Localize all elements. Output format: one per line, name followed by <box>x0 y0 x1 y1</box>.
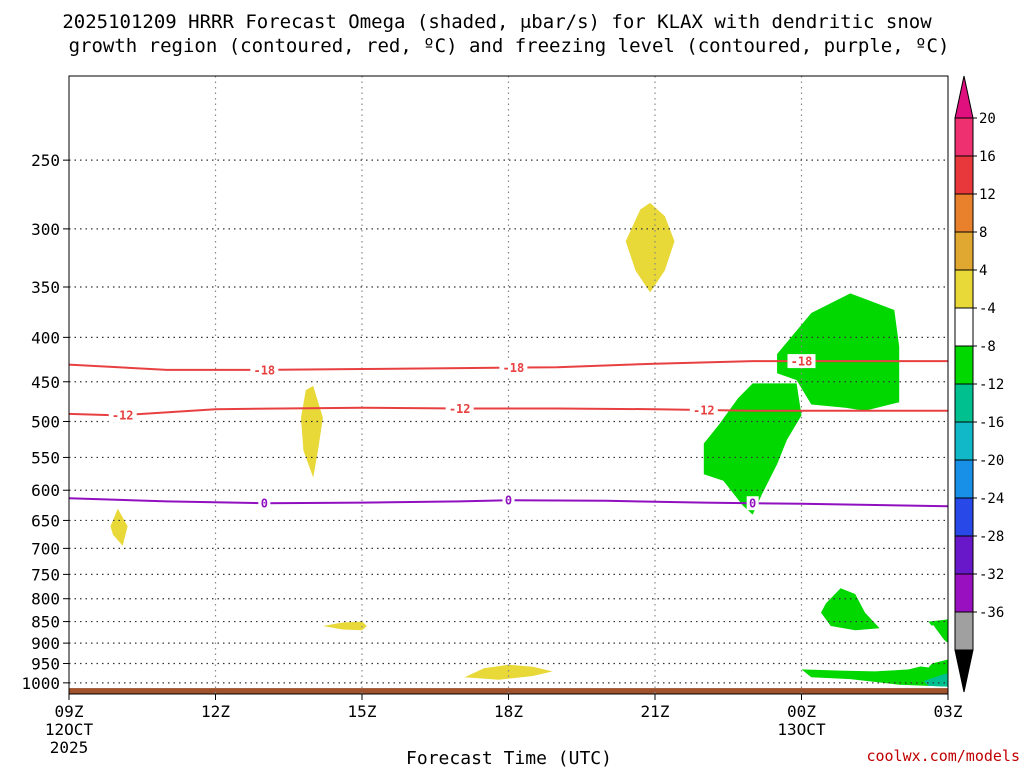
contour-label-dgz-minus-18-0: -18 <box>253 363 275 377</box>
x-tick-label-15Z: 15Z <box>348 702 377 721</box>
contour-label-dgz-minus-18-2: -18 <box>791 355 813 369</box>
contour-label-bg-dgz-minus-12-0 <box>108 408 137 423</box>
contour-label-dgz-minus-12-2: -12 <box>693 404 715 418</box>
omega-region-yellow-upper-21z <box>625 202 675 293</box>
colorbar-swatch-11 <box>954 535 974 575</box>
x-tick-label-00Z: 00Z <box>787 702 816 721</box>
colorbar-top-arrow <box>954 75 974 119</box>
contour-label-bg-dgz-minus-18-0 <box>250 362 279 377</box>
y-tick-label-800: 800 <box>31 590 60 609</box>
y-tick-label-400: 400 <box>31 328 60 347</box>
colorbar-swatch-6 <box>954 345 974 385</box>
colorbar-label-3: 8 <box>979 225 987 241</box>
colorbar-label-12: -32 <box>979 567 1004 583</box>
chart-title-line1: 2025101209 HRRR Forecast Omega (shaded, … <box>62 11 932 33</box>
colorbar-label-11: -28 <box>979 529 1004 545</box>
plot-frame <box>68 75 949 695</box>
y-tick-label-750: 750 <box>31 565 60 584</box>
y-tick-label-250: 250 <box>31 151 60 170</box>
colorbar-swatch-12 <box>954 573 974 613</box>
colorbar-label-4: 4 <box>979 263 987 279</box>
y-tick-label-900: 900 <box>31 634 60 653</box>
colorbar-label-5: -4 <box>979 301 996 317</box>
omega-region-yellow-sfc-18z <box>464 664 553 680</box>
contour-label-dgz-minus-12-0: -12 <box>112 409 134 423</box>
colorbar-swatch-4 <box>954 269 974 309</box>
x-tick-label-21Z: 21Z <box>641 702 670 721</box>
y-tick-label-1000: 1000 <box>21 674 60 693</box>
contour-label-bg-freezing-level-0-0 <box>258 496 271 511</box>
colorbar-label-2: 12 <box>979 187 996 203</box>
y-tick-label-850: 850 <box>31 613 60 632</box>
temperature-contours: -18 -18 -18 -12 -12 -12 0 0 0 <box>68 354 949 511</box>
terrain-fill <box>69 688 948 694</box>
contour-label-dgz-minus-12-1: -12 <box>449 402 471 416</box>
contour-label-bg-dgz-minus-12-1 <box>445 401 474 416</box>
contour-label-bg-dgz-minus-12-2 <box>689 403 718 418</box>
colorbar-swatch-7 <box>954 383 974 423</box>
omega-region-green-sfc-02z <box>801 659 948 687</box>
colorbar-label-0: 20 <box>979 111 996 127</box>
x-tick-label-18Z: 18Z <box>494 702 523 721</box>
colorbar-label-7: -12 <box>979 377 1004 393</box>
omega-shading <box>69 202 948 694</box>
omega-region-yellow-10z <box>110 508 128 546</box>
contour-label-bg-dgz-minus-18-2 <box>787 354 816 369</box>
y-tick-label-650: 650 <box>31 511 60 530</box>
colorbar-swatch-9 <box>954 459 974 499</box>
colorbar-label-6: -8 <box>979 339 996 355</box>
contour-line-dgz-minus-12 <box>68 406 948 417</box>
omega-region-green-upper-00z <box>777 293 900 411</box>
contour-label-bg-freezing-level-0-2 <box>746 496 759 511</box>
omega-region-green-mid-23z <box>703 383 802 515</box>
x-tick-date-00Z: 13OCT <box>777 720 826 739</box>
contour-label-bg-dgz-minus-18-1 <box>499 360 528 375</box>
y-tick-label-300: 300 <box>31 220 60 239</box>
y-tick-label-550: 550 <box>31 448 60 467</box>
x-tick-label-09Z: 09Z <box>55 702 84 721</box>
y-tick-label-600: 600 <box>31 481 60 500</box>
y-tick-label-350: 350 <box>31 278 60 297</box>
contour-label-freezing-level-0-2: 0 <box>749 497 756 511</box>
colorbar-bottom-arrow <box>954 649 974 693</box>
colorbar-swatch-13 <box>954 611 974 651</box>
x-tick-label-03Z: 03Z <box>934 702 963 721</box>
contour-label-dgz-minus-18-1: -18 <box>503 361 525 375</box>
contour-label-freezing-level-0-1: 0 <box>505 494 512 508</box>
chart-title-line2: growth region (contoured, red, ºC) and f… <box>69 35 950 57</box>
colorbar-label-13: -36 <box>979 605 1004 621</box>
y-tick-label-500: 500 <box>31 412 60 431</box>
contour-label-bg-freezing-level-0-1 <box>502 493 515 508</box>
colorbar-swatch-0 <box>954 117 974 157</box>
y-axis: 250 300 350 400 450 500 550 600 650 700 750 800 850 9… <box>21 151 69 693</box>
x-tick-date-09Z: 12OCT <box>45 720 94 739</box>
colorbar-swatch-1 <box>954 155 974 195</box>
y-tick-label-950: 950 <box>31 655 60 674</box>
colorbar: 20 16 12 8 4 -4 -8 -12 -16 -20 -24 -28 -32 -36 <box>954 75 1004 693</box>
colorbar-label-10: -24 <box>979 491 1004 507</box>
x-tick-year-09Z: 2025 <box>50 738 89 757</box>
x-axis-label: Forecast Time (UTC) <box>406 748 612 768</box>
contour-label-freezing-level-0-0: 0 <box>261 497 268 511</box>
omega-region-yellow-850-15z <box>322 621 367 631</box>
colorbar-swatch-3 <box>954 231 974 271</box>
colorbar-swatch-8 <box>954 421 974 461</box>
colorbar-label-8: -16 <box>979 415 1004 431</box>
x-tick-label-12Z: 12Z <box>201 702 230 721</box>
colorbar-label-9: -20 <box>979 453 1004 469</box>
grid-lines <box>69 76 948 694</box>
colorbar-swatch-10 <box>954 497 974 537</box>
credit-text: coolwx.com/models <box>866 747 1020 765</box>
omega-region-teal-sfc-03z <box>923 673 948 687</box>
omega-region-white-870-03z <box>879 625 948 668</box>
omega-region-yellow-mid-14z <box>301 385 323 478</box>
colorbar-swatch-2 <box>954 193 974 233</box>
colorbar-label-1: 16 <box>979 149 996 165</box>
colorbar-swatch-5 <box>954 307 974 347</box>
y-tick-label-450: 450 <box>31 373 60 392</box>
omega-region-green-800-01z <box>821 588 880 631</box>
y-tick-label-700: 700 <box>31 539 60 558</box>
